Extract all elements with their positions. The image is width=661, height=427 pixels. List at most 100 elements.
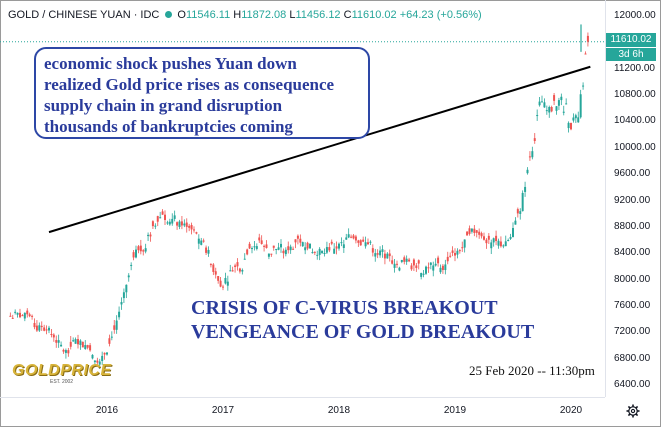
- candle-body: [425, 266, 427, 274]
- candle-body: [350, 236, 353, 238]
- candle-body: [357, 240, 360, 243]
- price-tick-label: 6800.00: [614, 352, 651, 364]
- candle-body: [524, 186, 527, 192]
- candle-body: [267, 253, 270, 257]
- candle-body: [345, 237, 348, 240]
- candle-body: [62, 349, 65, 352]
- price-axis-border: [605, 0, 606, 397]
- price-tick-label: 8400.00: [614, 247, 651, 259]
- change-value: +64.23 (+0.56%): [399, 9, 482, 21]
- candle-body: [284, 249, 287, 255]
- candle-body: [171, 218, 174, 224]
- annotation-line: supply chain in grand disruption: [44, 96, 283, 115]
- candle-body: [222, 286, 224, 288]
- candle-body: [461, 247, 464, 249]
- price-tick-label: 7600.00: [614, 299, 651, 311]
- candle-body: [512, 228, 514, 237]
- candle-body: [9, 315, 12, 317]
- candle-body: [180, 221, 183, 226]
- time-tick-label: 2017: [211, 405, 235, 416]
- high-value: 11872.08: [241, 9, 287, 21]
- candle-body: [120, 302, 123, 305]
- candle-body: [127, 275, 130, 278]
- candle-body: [243, 258, 246, 260]
- chart-legend: GOLD / CHINESE YUAN · IDC O11546.11 H1187…: [8, 9, 482, 21]
- candle-body: [137, 246, 140, 251]
- candle-body: [369, 241, 372, 243]
- candle-body: [161, 211, 164, 215]
- candle-body: [403, 257, 406, 262]
- candle-body: [79, 340, 82, 345]
- candle-body: [422, 273, 425, 275]
- candle-body: [231, 270, 234, 272]
- candle-body: [562, 111, 565, 113]
- candle-body: [151, 221, 154, 227]
- candle-body: [74, 339, 77, 344]
- candle-body: [229, 270, 232, 272]
- candle-body: [118, 311, 121, 318]
- candle-body: [531, 151, 534, 158]
- candle-body: [541, 101, 543, 103]
- open-value: 11546.11: [185, 9, 231, 21]
- candle-body: [316, 254, 319, 256]
- candle-body: [364, 242, 367, 247]
- candle-body: [514, 220, 517, 225]
- candle-body: [91, 354, 94, 359]
- candle-body: [57, 340, 60, 343]
- candle-body: [21, 315, 24, 317]
- candle-body: [217, 276, 220, 281]
- candle-body: [214, 271, 217, 275]
- candles: [9, 24, 589, 369]
- candle-body: [301, 242, 304, 247]
- close-label: C: [343, 9, 352, 21]
- candle-body: [135, 249, 137, 258]
- candle-body: [579, 94, 582, 118]
- logo-subtext: EST. 2002: [50, 379, 74, 385]
- candle-body: [492, 238, 495, 243]
- price-tick-label: 7200.00: [614, 326, 651, 338]
- candle-body: [572, 117, 575, 121]
- candle-body: [398, 267, 401, 271]
- candle-body: [521, 192, 524, 212]
- candle-body: [391, 260, 394, 264]
- price-tick-label: 12000.00: [614, 10, 656, 21]
- price-tick-label: 10000.00: [614, 141, 656, 153]
- candle-body: [354, 236, 357, 241]
- gear-icon[interactable]: [626, 404, 640, 418]
- candle-body: [340, 242, 343, 244]
- candle-body: [516, 209, 519, 214]
- candle-body: [258, 237, 261, 241]
- candle-body: [14, 311, 17, 313]
- candle-body: [432, 265, 435, 271]
- candle-body: [333, 248, 336, 254]
- candle-body: [454, 252, 456, 256]
- candle-body: [410, 265, 413, 270]
- candle-body: [321, 250, 324, 254]
- candle-body: [282, 250, 285, 254]
- candle-body: [338, 243, 340, 249]
- candle-body: [381, 249, 384, 252]
- close-value: 11610.02: [351, 9, 397, 21]
- candle-body: [304, 247, 307, 251]
- candle-body: [212, 264, 215, 272]
- candle-body: [309, 243, 311, 249]
- candle-body: [577, 117, 580, 123]
- candle-body: [238, 268, 241, 272]
- candle-body: [408, 259, 411, 262]
- candle-body: [463, 239, 466, 248]
- candle-body: [299, 238, 302, 243]
- candle-body: [31, 315, 34, 317]
- candle-body: [81, 341, 84, 348]
- candle-body: [388, 253, 391, 257]
- candle-body: [226, 281, 229, 286]
- candle-body: [50, 333, 53, 335]
- candle-body: [487, 235, 490, 240]
- candle-body: [318, 248, 321, 255]
- candle-body: [255, 246, 258, 249]
- price-tick-label: 8000.00: [614, 273, 651, 285]
- candle-body: [400, 259, 403, 262]
- candle-body: [234, 265, 237, 267]
- candle-body: [429, 262, 432, 265]
- candle-body: [439, 267, 442, 273]
